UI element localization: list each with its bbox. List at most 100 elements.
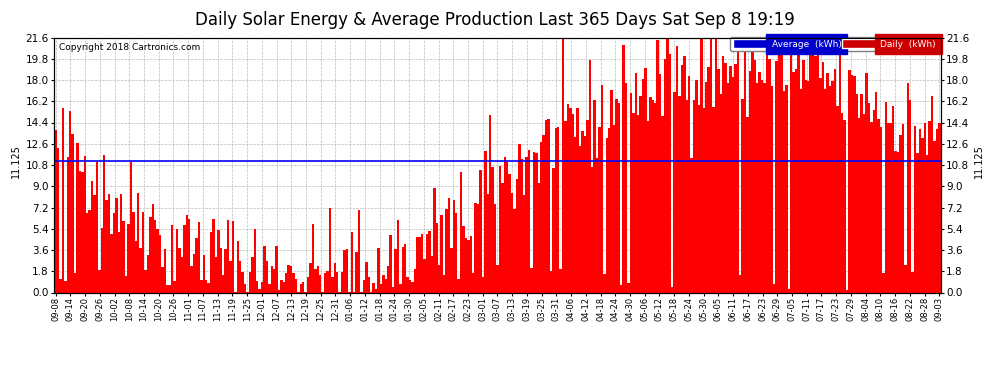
Bar	[484, 151, 486, 292]
Bar	[411, 282, 414, 292]
Bar	[892, 106, 894, 292]
Bar	[434, 188, 436, 292]
Bar	[780, 53, 783, 292]
Bar	[914, 126, 916, 292]
Bar	[108, 194, 110, 292]
Bar	[800, 88, 802, 292]
Bar	[743, 38, 746, 292]
Bar	[404, 244, 407, 292]
Bar	[295, 279, 297, 292]
Bar	[531, 268, 533, 292]
Bar	[74, 273, 76, 292]
Bar	[54, 130, 56, 292]
Bar	[926, 154, 929, 292]
Bar	[598, 127, 601, 292]
Bar	[710, 38, 713, 292]
Bar	[518, 144, 521, 292]
Bar	[637, 114, 640, 292]
Bar	[513, 209, 516, 292]
Bar	[613, 125, 615, 292]
Bar	[770, 86, 773, 292]
Bar	[819, 78, 822, 292]
Bar	[603, 273, 606, 292]
Bar	[176, 229, 178, 292]
Bar	[336, 272, 339, 292]
Bar	[880, 127, 882, 292]
Bar	[768, 58, 770, 292]
Bar	[446, 209, 447, 292]
Bar	[887, 123, 890, 292]
Bar	[623, 45, 625, 292]
Bar	[509, 174, 511, 292]
Bar	[720, 94, 722, 292]
Bar	[761, 80, 763, 292]
Bar	[506, 162, 509, 292]
Bar	[875, 92, 877, 292]
Bar	[203, 255, 205, 292]
Bar	[817, 44, 819, 292]
Bar	[549, 271, 552, 292]
Bar	[516, 179, 518, 292]
Bar	[618, 102, 620, 292]
Bar	[554, 128, 557, 292]
Bar	[668, 54, 671, 292]
Bar	[171, 225, 173, 292]
Bar	[464, 238, 467, 292]
Bar	[200, 280, 203, 292]
Bar	[832, 81, 834, 292]
Bar	[166, 285, 168, 292]
Bar	[788, 289, 790, 292]
Bar	[678, 96, 681, 292]
Bar	[273, 268, 275, 292]
Bar	[402, 247, 404, 292]
Bar	[59, 279, 61, 292]
Bar	[327, 270, 329, 292]
Bar	[341, 273, 344, 292]
Bar	[98, 270, 101, 292]
Bar	[416, 237, 419, 292]
Bar	[586, 120, 588, 292]
Bar	[285, 273, 287, 292]
Bar	[183, 225, 185, 292]
Bar	[829, 86, 832, 292]
Bar	[88, 210, 91, 292]
Bar	[763, 82, 765, 292]
Bar	[472, 273, 474, 292]
Bar	[210, 232, 212, 292]
Bar	[882, 273, 885, 292]
Bar	[392, 288, 394, 292]
Bar	[387, 266, 389, 292]
Bar	[76, 143, 79, 292]
Bar	[429, 231, 431, 292]
Bar	[773, 284, 775, 292]
Bar	[123, 221, 125, 292]
Bar	[758, 72, 761, 292]
Bar	[649, 97, 651, 292]
Bar	[588, 60, 591, 292]
Bar	[212, 219, 215, 292]
Bar	[489, 115, 491, 292]
Bar	[324, 273, 327, 292]
Bar	[504, 157, 506, 292]
Bar	[256, 281, 258, 292]
Bar	[606, 138, 608, 292]
Bar	[834, 69, 837, 292]
Bar	[790, 55, 792, 292]
Bar	[181, 257, 183, 292]
Bar	[929, 121, 931, 292]
Bar	[693, 100, 695, 292]
Bar	[239, 261, 242, 292]
Bar	[681, 65, 683, 292]
Bar	[635, 73, 637, 292]
Bar	[732, 77, 735, 292]
Bar	[193, 254, 195, 292]
Bar	[486, 194, 489, 292]
Bar	[845, 291, 848, 292]
Bar	[220, 248, 222, 292]
Bar	[477, 204, 479, 292]
Bar	[163, 249, 166, 292]
Bar	[916, 153, 919, 292]
Bar	[317, 266, 319, 292]
Bar	[329, 208, 332, 292]
Bar	[644, 68, 646, 292]
